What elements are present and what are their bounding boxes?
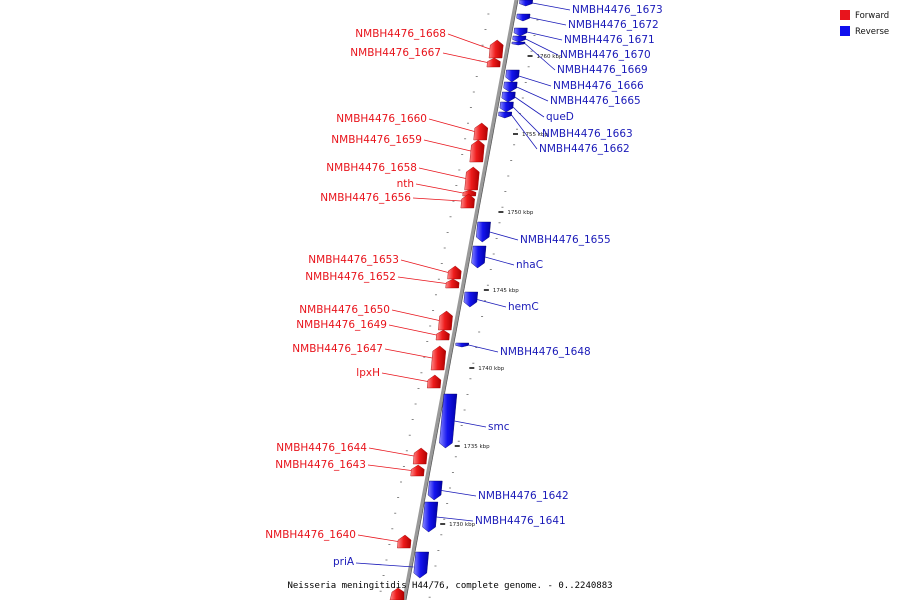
reverse-gene bbox=[422, 501, 439, 533]
forward-gene bbox=[445, 278, 460, 289]
forward-gene-label: nth bbox=[397, 178, 414, 190]
reverse-gene bbox=[513, 27, 528, 37]
forward-gene-label: NMBH4476_1656 bbox=[320, 192, 411, 204]
reverse-gene-label: NMBH4476_1669 bbox=[557, 64, 648, 76]
forward-gene-label: NMBH4476_1658 bbox=[326, 162, 417, 174]
forward-gene-label: NMBH4476_1650 bbox=[299, 304, 390, 316]
reverse-gene bbox=[512, 35, 527, 43]
forward-gene bbox=[389, 587, 405, 600]
reverse-gene-label: NMBH4476_1672 bbox=[568, 19, 659, 31]
reverse-gene bbox=[498, 111, 513, 119]
genome-caption: Neisseria meningitidis H44/76, complete … bbox=[287, 581, 612, 591]
reverse-gene bbox=[501, 91, 516, 103]
legend-forward-label: Forward bbox=[855, 11, 889, 21]
forward-gene-label: NMBH4476_1653 bbox=[308, 254, 399, 266]
reverse-gene bbox=[503, 81, 518, 93]
reverse-gene-label: NMBH4476_1642 bbox=[478, 490, 569, 502]
reverse-gene-label: NMBH4476_1666 bbox=[553, 80, 644, 92]
forward-gene-label: NMBH4476_1668 bbox=[355, 28, 446, 40]
major-ticks: 1760 kbp 1755 kbp 1750 kbp 1745 kbp 1740 kbp… bbox=[440, 54, 563, 528]
reverse-gene-label: NMBH4476_1655 bbox=[520, 234, 611, 246]
reverse-gene bbox=[439, 393, 458, 449]
forward-gene bbox=[397, 534, 412, 549]
reverse-gene bbox=[516, 13, 531, 22]
reverse-gene-label: hemC bbox=[508, 301, 539, 313]
forward-gene-label: NMBH4476_1660 bbox=[336, 113, 427, 125]
genome-backbone-shadow bbox=[405, 0, 519, 600]
reverse-gene bbox=[499, 101, 514, 113]
gene-labels: NMBH4476_1668 NMBH4476_1667 NMBH4476_1660 N… bbox=[265, 2, 663, 568]
legend-reverse-label: Reverse bbox=[855, 27, 889, 37]
reverse-gene-label: priA bbox=[333, 556, 355, 568]
forward-gene bbox=[410, 464, 425, 477]
forward-gene-label: NMBH4476_1644 bbox=[276, 442, 367, 454]
reverse-gene-label: nhaC bbox=[516, 259, 543, 271]
forward-gene bbox=[460, 193, 475, 209]
tick-label: 1745 kbp bbox=[493, 288, 519, 294]
forward-gene-label: NMBH4476_1643 bbox=[275, 459, 366, 471]
forward-gene bbox=[412, 447, 428, 465]
forward-gene-label: NMBH4476_1647 bbox=[292, 343, 383, 355]
forward-gene bbox=[473, 122, 488, 141]
tick-label: 1740 kbp bbox=[478, 366, 504, 372]
forward-gene bbox=[438, 310, 453, 331]
tick-label: 1750 kbp bbox=[507, 210, 533, 216]
reverse-gene bbox=[455, 342, 470, 348]
legend: Forward Reverse bbox=[840, 10, 889, 37]
forward-gene bbox=[469, 139, 485, 163]
forward-gene bbox=[488, 39, 504, 59]
minor-ticks bbox=[379, 13, 539, 598]
forward-gene bbox=[430, 345, 447, 371]
reverse-gene bbox=[511, 41, 526, 46]
forward-gene-label: NMBH4476_1659 bbox=[331, 134, 422, 146]
reverse-gene-label: NMBH4476_1648 bbox=[500, 346, 591, 358]
forward-gene-label: NMBH4476_1652 bbox=[305, 271, 396, 283]
reverse-gene-label: NMBH4476_1670 bbox=[560, 49, 651, 61]
reverse-gene bbox=[427, 480, 443, 501]
genes bbox=[389, 0, 533, 600]
reverse-gene-label: NMBH4476_1662 bbox=[539, 143, 630, 155]
tick-label: 1730 kbp bbox=[449, 522, 475, 528]
genome-backbone bbox=[402, 0, 518, 600]
reverse-gene-label: smc bbox=[488, 421, 510, 433]
reverse-gene bbox=[413, 551, 429, 579]
forward-gene bbox=[447, 265, 462, 280]
reverse-gene-label: queD bbox=[546, 111, 574, 123]
forward-gene-label: lpxH bbox=[356, 367, 380, 379]
reverse-gene bbox=[476, 221, 491, 243]
reverse-gene-label: NMBH4476_1665 bbox=[550, 95, 641, 107]
reverse-gene bbox=[463, 291, 479, 308]
reverse-gene bbox=[505, 69, 520, 83]
reverse-gene-label: NMBH4476_1641 bbox=[475, 515, 566, 527]
forward-gene-label: NMBH4476_1640 bbox=[265, 529, 356, 541]
forward-gene bbox=[486, 57, 501, 68]
forward-gene bbox=[435, 329, 450, 341]
tick-label: 1760 kbp bbox=[537, 54, 563, 60]
legend-forward-swatch bbox=[840, 10, 850, 20]
forward-gene-label: NMBH4476_1649 bbox=[296, 319, 387, 331]
forward-gene bbox=[464, 166, 480, 191]
reverse-gene-label: NMBH4476_1663 bbox=[542, 128, 633, 140]
tick-label: 1735 kbp bbox=[464, 444, 490, 450]
reverse-gene bbox=[519, 0, 533, 7]
forward-gene bbox=[462, 189, 477, 197]
forward-gene bbox=[426, 374, 442, 389]
legend-reverse-swatch bbox=[840, 26, 850, 36]
tick-label: 1755 kbp bbox=[522, 132, 548, 138]
reverse-gene bbox=[471, 245, 487, 269]
reverse-gene-label: NMBH4476_1671 bbox=[564, 34, 655, 46]
reverse-gene-label: NMBH4476_1673 bbox=[572, 4, 663, 16]
forward-gene-label: NMBH4476_1667 bbox=[350, 47, 441, 59]
